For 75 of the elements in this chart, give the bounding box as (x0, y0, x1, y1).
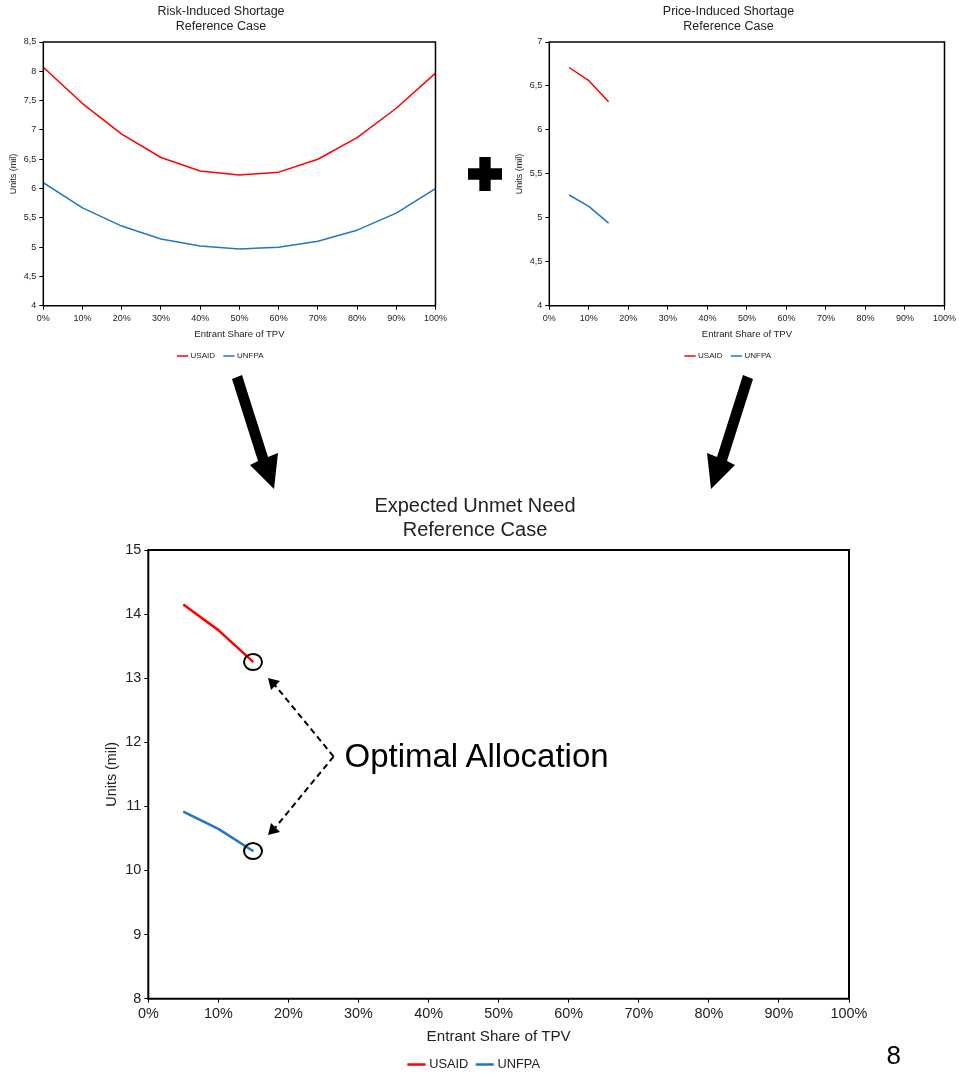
x-tick-label: 50% (230, 312, 249, 323)
x-tick-label: 0% (542, 312, 556, 323)
x-tick-label: 70% (816, 312, 835, 323)
y-tick-label: 7 (31, 124, 37, 135)
y-axis-title: Units (mil) (513, 153, 524, 195)
chart-title: Price-Induced Shortage Reference Case (662, 3, 795, 33)
y-tick-label: 15 (125, 540, 142, 557)
x-axis-title: Entrant Share of TPV (426, 1027, 572, 1045)
y-tick-label: 11 (126, 797, 142, 814)
y-tick-label: 6 (537, 124, 543, 135)
x-tick-label: 30% (151, 312, 170, 323)
x-tick-label: 50% (737, 312, 756, 323)
y-tick-label: 4,5 (23, 270, 37, 281)
y-tick-label: 5 (537, 212, 543, 223)
y-tick-label: 6,5 (529, 80, 543, 91)
legend-label: USAID (190, 351, 216, 361)
chart-title: Expected Unmet Need Reference Case (374, 493, 576, 540)
x-tick-label: 40% (698, 312, 717, 323)
x-tick-label: 50% (484, 1005, 514, 1022)
y-tick-label: 9 (133, 925, 142, 942)
y-tick-label: 5 (31, 241, 37, 252)
y-tick-label: 7 (537, 36, 543, 47)
x-tick-label: 20% (619, 312, 638, 323)
x-tick-label: 80% (348, 312, 367, 323)
y-tick-label: 4 (537, 300, 543, 311)
y-tick-label: 14 (125, 605, 142, 622)
y-tick-label: 6 (31, 183, 37, 194)
y-tick-label: 8 (31, 65, 37, 76)
x-tick-label: 10% (73, 312, 92, 323)
x-tick-label: 60% (777, 312, 796, 323)
y-tick-label: 5,5 (23, 212, 37, 223)
x-tick-label: 90% (387, 312, 406, 323)
y-axis-title: Units (mil) (102, 741, 119, 807)
x-tick-label: 70% (624, 1005, 654, 1022)
legend-label: UNFPA (497, 1056, 541, 1072)
chart-title: Risk-Induced Shortage Reference Case (157, 3, 285, 33)
annotation: Optimal Allocation (344, 736, 609, 775)
x-tick-label: 90% (764, 1005, 794, 1022)
legend-label: USAID (698, 351, 723, 361)
x-tick-label: 90% (895, 312, 914, 323)
y-tick-label: 10 (125, 861, 142, 878)
x-axis-title: Entrant Share of TPV (194, 327, 286, 339)
x-tick-label: 70% (308, 312, 327, 323)
x-tick-label: 80% (694, 1005, 724, 1022)
y-tick-label: 6,5 (23, 153, 37, 164)
x-tick-label: 10% (203, 1005, 233, 1022)
x-tick-label: 100% (830, 1005, 868, 1022)
y-tick-label: 13 (125, 669, 142, 686)
y-tick-label: 4,5 (529, 256, 543, 267)
x-tick-label: 0% (137, 1005, 159, 1022)
y-tick-label: 12 (125, 733, 142, 750)
y-tick-label: 4 (31, 300, 37, 311)
x-tick-label: 40% (414, 1005, 444, 1022)
y-tick-label: 7,5 (23, 95, 37, 106)
x-tick-label: 40% (191, 312, 210, 323)
x-tick-label: 30% (658, 312, 677, 323)
x-tick-label: 80% (856, 312, 875, 323)
text: 8 (886, 1040, 901, 1071)
x-tick-label: 100% (932, 312, 957, 323)
x-tick-label: 0% (36, 312, 50, 323)
x-tick-label: 10% (579, 312, 598, 323)
x-tick-label: 60% (269, 312, 288, 323)
x-tick-label: 30% (344, 1005, 374, 1022)
x-tick-label: 20% (112, 312, 131, 323)
y-tick-label: 8 (133, 989, 142, 1006)
legend-label: UNFPA (236, 351, 265, 361)
x-tick-label: 100% (423, 312, 448, 323)
y-tick-label: 8,5 (23, 36, 37, 47)
legend-label: UNFPA (744, 351, 772, 361)
x-tick-label: 20% (274, 1005, 304, 1022)
x-tick-label: 60% (554, 1005, 584, 1022)
y-tick-label: 5,5 (529, 168, 543, 179)
legend-label: USAID (429, 1056, 469, 1072)
y-axis-title: Units (mil) (7, 153, 18, 195)
x-axis-title: Entrant Share of TPV (701, 327, 793, 339)
